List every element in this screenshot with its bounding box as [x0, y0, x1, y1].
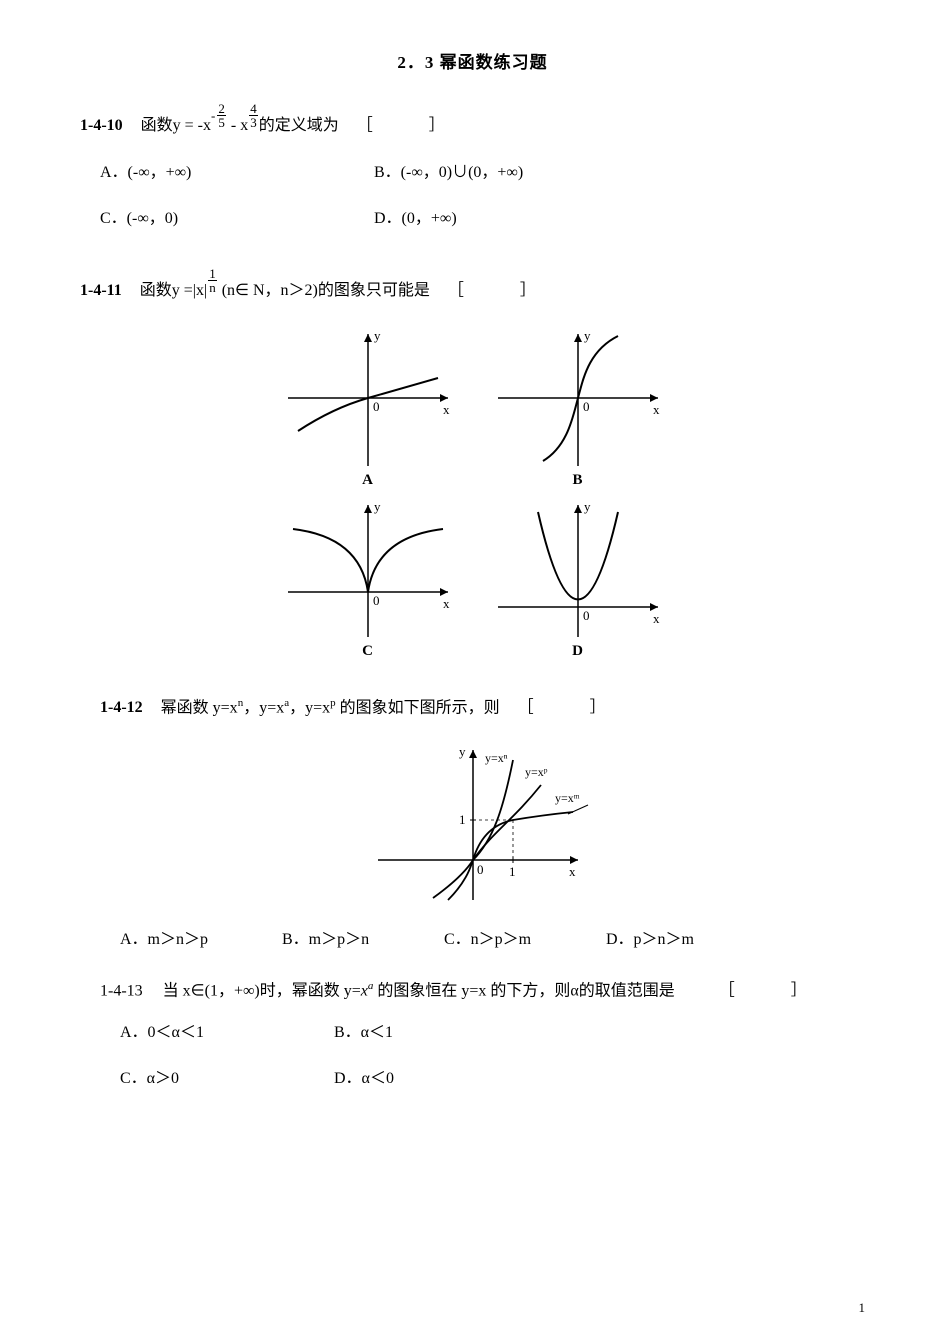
choice-b: B．(-∞，0)∪(0，+∞) [374, 161, 644, 185]
curve-label-n: y=xⁿ [485, 751, 508, 765]
problem-number: 1-4-13 [100, 982, 143, 999]
exponent-denominator: 3 [249, 116, 258, 129]
choices: A．0＜α＜1 B．α＜1 C．α＞0 D．α＜0 [120, 1021, 865, 1113]
exponent-numerator: 1 [208, 267, 217, 281]
choice-c: C．α＞0 [120, 1067, 330, 1091]
page-number: 1 [859, 1298, 866, 1318]
problem-number: 1-4-11 [80, 282, 122, 299]
y-axis-label: y [584, 328, 591, 343]
x-axis-label: x [653, 611, 660, 626]
stem-text: 的图象如下图所示，则 [336, 699, 500, 716]
exponent-denominator: 5 [217, 116, 226, 129]
curve-label-m: y=xᵐ [555, 791, 580, 805]
exponent-denominator: n [208, 281, 217, 294]
graph-label: D [572, 640, 583, 663]
graph-label: A [362, 469, 373, 492]
stem: 1-4-13 当 x∈(1，+∞)时，幂函数 y=xa 的图象恒在 y=x 的下… [100, 978, 865, 1003]
answer-blank: ［ ］ [448, 279, 538, 303]
choice-b: B．m＞p＞n [282, 928, 432, 952]
document-title: 2．3 幂函数练习题 [80, 50, 865, 76]
problem-number: 1-4-10 [80, 117, 123, 134]
origin-label: 0 [373, 399, 380, 414]
graph-option-a: 0 x y A [263, 326, 473, 498]
stem-text: 幂函数 y=x [161, 699, 238, 716]
exponent-numerator: 2 [217, 102, 226, 116]
stem-text: 的图象恒在 y=x 的下方，则α的取值范围是 [373, 982, 674, 999]
choice-c: C．(-∞，0) [100, 207, 370, 231]
y-axis-label: y [374, 499, 381, 514]
origin-label: 0 [477, 862, 484, 877]
answer-blank: ［ ］ [518, 696, 608, 720]
curve-label-p: y=xᵖ [525, 765, 548, 779]
problem-1-4-10: 1-4-10 函数y = -x-25 - x43的定义域为 ［ ］ A．(-∞，… [80, 114, 865, 253]
y-axis-label: y [459, 744, 466, 759]
choice-d: D．(0，+∞) [374, 207, 644, 231]
stem-text: ，y=x [243, 699, 284, 716]
origin-label: 0 [583, 608, 590, 623]
stem-text: 函数y =|x| [140, 282, 207, 299]
origin-label: 0 [583, 399, 590, 414]
stem: 1-4-11 函数y =|x|1n (n∈ N，n＞2)的图象只可能是 ［ ］ [80, 279, 865, 306]
graph-option-c: 0 x y C [263, 497, 473, 669]
choice-d: D．p＞n＞m [606, 928, 756, 952]
answer-blank: ［ ］ [357, 114, 447, 138]
choice-a: A．0＜α＜1 [120, 1021, 330, 1045]
graph-options: 0 x y A 0 x y B [263, 326, 683, 669]
graph: x y 0 1 1 y=xⁿ y=xᵖ y=xᵐ [363, 740, 603, 910]
stem-text: - [211, 106, 215, 126]
x-axis-label: x [443, 596, 450, 611]
origin-label: 0 [373, 593, 380, 608]
x-axis-label: x [653, 402, 660, 417]
stem: 1-4-10 函数y = -x-25 - x43的定义域为 ［ ］ [80, 114, 865, 141]
graph-label: C [362, 640, 373, 663]
x-axis-label: x [443, 402, 450, 417]
stem-text: x [361, 982, 368, 999]
stem-text: (n∈ N，n＞2)的图象只可能是 [218, 282, 430, 299]
stem-text: ，y=x [289, 699, 330, 716]
graph-label: B [572, 469, 582, 492]
choice-c: C．n＞p＞m [444, 928, 594, 952]
choice-a: A．(-∞，+∞) [100, 161, 370, 185]
tick-one-y: 1 [459, 812, 466, 827]
tick-one-x: 1 [509, 864, 516, 879]
stem-text: - x [227, 117, 248, 134]
graph-option-b: 0 x y B [473, 326, 683, 498]
choices: A．m＞n＞p B．m＞p＞n C．n＞p＞m D．p＞n＞m [120, 928, 865, 952]
stem-text: 的定义域为 [259, 117, 339, 134]
problem-1-4-11: 1-4-11 函数y =|x|1n (n∈ N，n＞2)的图象只可能是 ［ ］ … [80, 279, 865, 669]
exponent-numerator: 4 [249, 102, 258, 116]
answer-blank: ［ ］ [719, 979, 809, 1003]
y-axis-label: y [584, 499, 591, 514]
problem-1-4-13: 1-4-13 当 x∈(1，+∞)时，幂函数 y=xa 的图象恒在 y=x 的下… [80, 978, 865, 1113]
stem-text: 当 x∈(1，+∞)时，幂函数 y= [163, 982, 361, 999]
x-axis-label: x [569, 864, 576, 879]
choices: A．(-∞，+∞) B．(-∞，0)∪(0，+∞) C．(-∞，0) D．(0，… [100, 161, 865, 253]
stem-text: 函数y = -x [141, 117, 211, 134]
graph-option-d: 0 x y D [473, 497, 683, 669]
stem: 1-4-12 幂函数 y=xn，y=xa，y=xp 的图象如下图所示，则 ［ ］ [100, 695, 865, 720]
choice-d: D．α＜0 [334, 1067, 544, 1091]
y-axis-label: y [374, 328, 381, 343]
problem-number: 1-4-12 [100, 699, 143, 716]
choice-a: A．m＞n＞p [120, 928, 270, 952]
choice-b: B．α＜1 [334, 1021, 544, 1045]
problem-1-4-12: 1-4-12 幂函数 y=xn，y=xa，y=xp 的图象如下图所示，则 ［ ］… [100, 695, 865, 952]
